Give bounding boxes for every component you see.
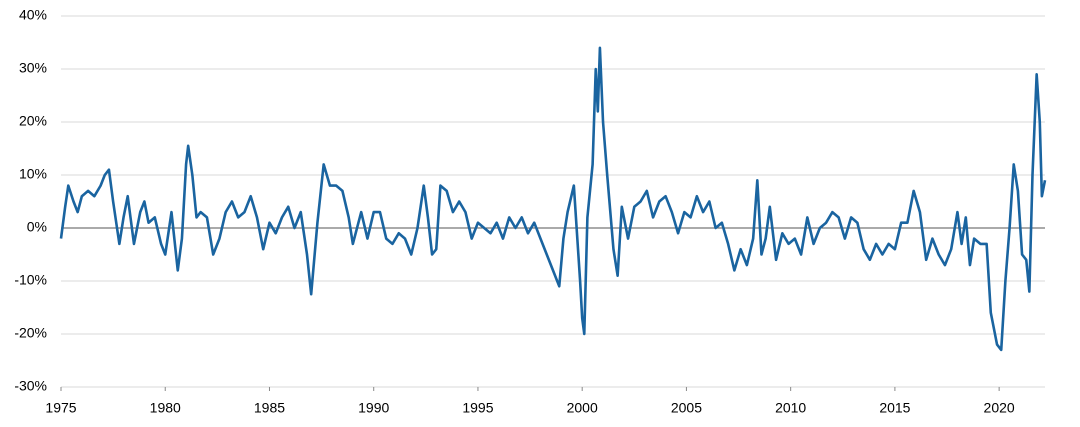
- y-tick-label: 20%: [19, 113, 47, 129]
- x-tick-label: 1985: [254, 400, 285, 416]
- x-tick-label: 1990: [358, 400, 389, 416]
- y-tick-label: 0%: [27, 219, 47, 235]
- data-line: [59, 46, 1047, 352]
- y-tick-label: -30%: [14, 378, 47, 394]
- x-tick-label: 2000: [567, 400, 598, 416]
- y-tick-label: -10%: [14, 272, 47, 288]
- x-tick-label: 1975: [45, 400, 76, 416]
- x-tick-label: 2020: [984, 400, 1015, 416]
- x-tick-label: 1995: [462, 400, 493, 416]
- x-tick-label: 2010: [775, 400, 806, 416]
- x-tick-label: 2015: [879, 400, 910, 416]
- y-tick-label: 10%: [19, 166, 47, 182]
- y-tick-label: 30%: [19, 60, 47, 76]
- y-tick-label: -20%: [14, 325, 47, 341]
- x-tick-label: 1980: [150, 400, 181, 416]
- y-tick-label: 40%: [19, 7, 47, 23]
- x-tick-label: 2005: [671, 400, 702, 416]
